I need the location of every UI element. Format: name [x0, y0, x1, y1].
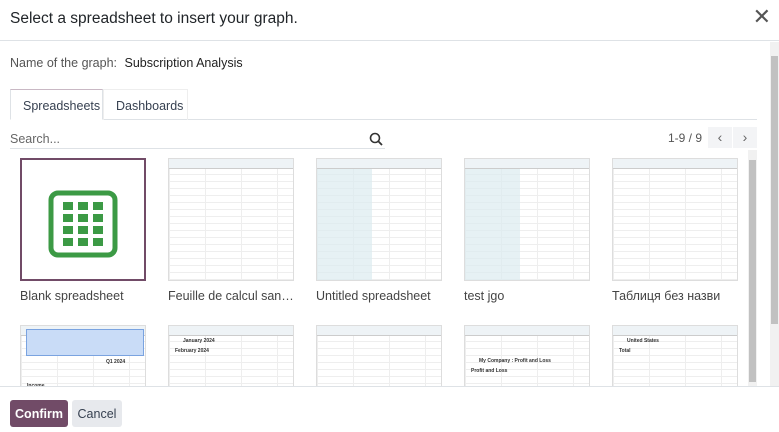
spreadsheet-thumbnail — [316, 158, 442, 281]
spreadsheet-card[interactable]: Q1 2024IncomeExpenses — [20, 325, 146, 386]
spreadsheet-thumbnail — [464, 158, 590, 281]
spreadsheet-thumbnail: Q1 2024IncomeExpenses — [20, 325, 146, 386]
dialog-scrollbar[interactable] — [770, 42, 779, 386]
thumbnail-text: Total — [619, 348, 631, 354]
thumbnail-text: My Company : Profit and Loss — [479, 358, 551, 364]
graph-name-row: Name of the graph: Subscription Analysis — [10, 56, 243, 70]
spreadsheet-card-label: test jgo — [464, 289, 505, 303]
spreadsheet-card-label: Blank spreadsheet — [20, 289, 124, 303]
spreadsheet-thumbnail — [20, 158, 146, 281]
thumbnail-text: Profit and Loss — [471, 368, 508, 374]
thumbnail-text: Q1 2024 — [106, 359, 126, 365]
spreadsheet-card[interactable]: Untitled spreadsheet — [316, 158, 442, 303]
spreadsheet-thumbnail: January 2024 February 2024 — [168, 325, 294, 386]
spreadsheet-card-label: Feuille de calcul sans ti... — [168, 289, 298, 303]
spreadsheet-card[interactable]: January 2024 February 2024 — [168, 325, 294, 386]
spreadsheet-card[interactable]: Таблиця без назви — [612, 158, 738, 303]
tabs: Spreadsheets Dashboards — [10, 89, 757, 120]
thumbnail-text: January 2024 — [183, 338, 215, 344]
spreadsheet-card[interactable]: test jgo — [464, 158, 590, 303]
spreadsheet-card[interactable]: Feuille de calcul sans ti... — [168, 158, 298, 303]
spreadsheet-card[interactable] — [316, 325, 442, 386]
spreadsheet-icon — [48, 190, 118, 258]
spreadsheet-card[interactable]: United States Total — [612, 325, 738, 386]
close-icon[interactable]: ✕ — [752, 4, 771, 29]
tab-spreadsheets[interactable]: Spreadsheets — [10, 89, 103, 120]
cancel-button[interactable]: Cancel — [72, 400, 122, 427]
grid-scrollbar[interactable] — [748, 150, 757, 386]
pager-previous-button[interactable]: ‹ — [708, 127, 732, 148]
search-bar — [10, 130, 385, 149]
spreadsheet-card[interactable]: Blank spreadsheet — [20, 158, 146, 303]
thumbnail-text: February 2024 — [175, 348, 209, 354]
spreadsheet-thumbnail — [612, 158, 738, 281]
spreadsheet-thumbnail: My Company : Profit and Loss Profit and L… — [464, 325, 590, 386]
spreadsheet-card[interactable]: My Company : Profit and Loss Profit and L… — [464, 325, 590, 386]
dialog-title: Select a spreadsheet to insert your grap… — [10, 10, 298, 27]
dialog-header: Select a spreadsheet to insert your grap… — [0, 0, 779, 41]
graph-name-label: Name of the graph: — [10, 56, 118, 70]
spreadsheet-grid: Blank spreadsheet Feuille de calcul sans … — [0, 150, 747, 386]
graph-name-value: Subscription Analysis — [124, 56, 243, 70]
spreadsheet-card-label: Таблиця без назви — [612, 289, 721, 303]
search-input[interactable] — [10, 132, 350, 146]
spreadsheet-thumbnail — [316, 325, 442, 386]
confirm-button[interactable]: Confirm — [10, 400, 68, 427]
spreadsheet-thumbnail — [168, 158, 294, 281]
pager-next-button[interactable]: › — [733, 127, 757, 148]
thumbnail-text: United States — [627, 338, 659, 344]
dialog-footer: Confirm Cancel — [0, 386, 779, 432]
pager-value: 1-9 / 9 — [668, 131, 703, 145]
search-icon[interactable] — [369, 132, 383, 146]
spreadsheet-card-label: Untitled spreadsheet — [316, 289, 431, 303]
tab-dashboards[interactable]: Dashboards — [103, 89, 188, 120]
thumbnail-text: Income — [27, 383, 45, 386]
spreadsheet-thumbnail: United States Total — [612, 325, 738, 386]
